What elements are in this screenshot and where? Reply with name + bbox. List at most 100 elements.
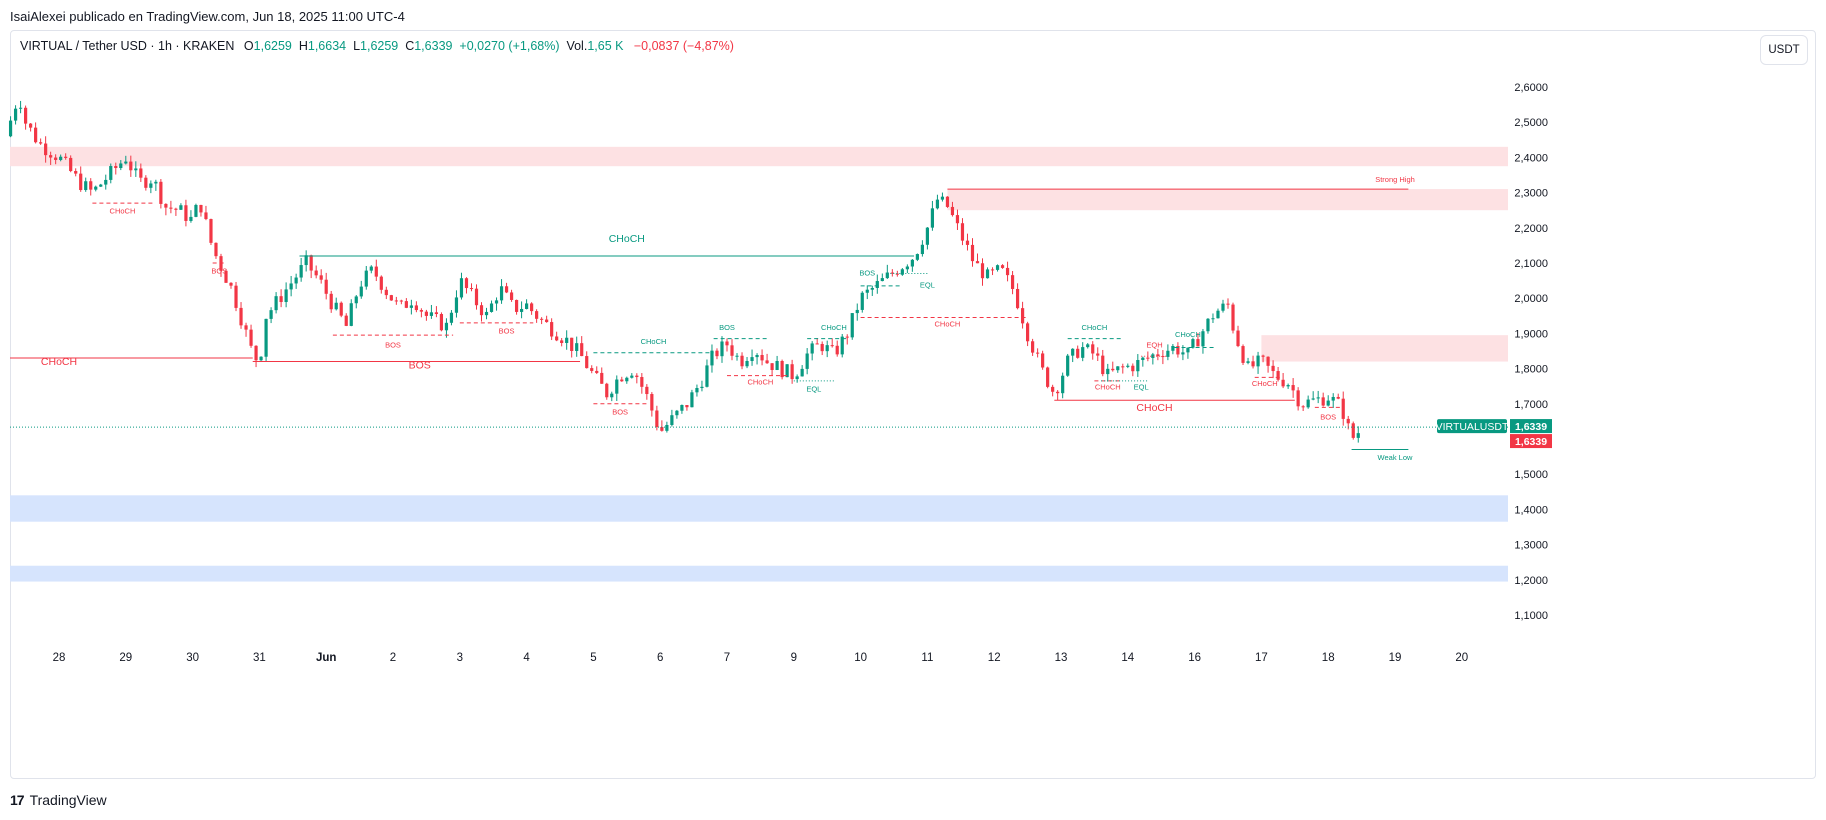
candle-body (605, 383, 609, 398)
candle (1296, 387, 1300, 411)
x-tick-label: 2 (390, 652, 396, 664)
candle (740, 352, 744, 370)
candle (69, 155, 73, 173)
candle-body (199, 204, 203, 213)
x-tick-label: 18 (1322, 652, 1335, 664)
candle (274, 292, 278, 314)
candle (104, 174, 108, 190)
candle-body (670, 415, 674, 425)
candle-body (169, 207, 173, 209)
candle-body (565, 337, 569, 344)
candle (655, 405, 659, 431)
symbol-tag-bg (1437, 419, 1507, 434)
candle-body (695, 388, 699, 393)
candle-body (1081, 347, 1085, 358)
candle (484, 307, 489, 320)
y-tick-label: 2,6000 (1514, 82, 1548, 94)
candle (79, 166, 83, 192)
candle (109, 163, 113, 184)
candle (504, 282, 509, 294)
structure-label-choch: CHoCH (1081, 323, 1107, 332)
structure-label-choch: CHoCH (609, 233, 645, 245)
candle-body (509, 292, 514, 300)
candle-body (489, 303, 494, 312)
candle-body (970, 244, 975, 262)
x-tick-label: 14 (1121, 652, 1134, 664)
candle-body (740, 355, 744, 367)
candle-body (59, 156, 63, 160)
y-tick-label: 1,5000 (1514, 469, 1548, 481)
candle-body (384, 289, 388, 296)
candle-body (234, 285, 238, 308)
candle-body (655, 410, 659, 428)
x-tick-label: 16 (1188, 652, 1201, 664)
open-value: 1,6259 (253, 39, 292, 53)
candle-body (900, 269, 904, 275)
x-tick-label: 9 (791, 652, 797, 664)
candle (129, 155, 133, 177)
candle-body (104, 179, 108, 185)
demand-zone-4 (10, 565, 1508, 582)
candle-body (274, 296, 278, 311)
candle (760, 349, 764, 366)
candle (134, 161, 138, 177)
candle (1041, 350, 1045, 370)
candle (565, 330, 569, 350)
candle-body (519, 308, 524, 312)
volume-change-value: −0,0837 (−4,87%) (633, 39, 734, 53)
candle-body (324, 279, 328, 294)
candle-body (850, 313, 854, 338)
candle (980, 258, 985, 286)
candle-body (414, 305, 418, 311)
supply-zone-1 (947, 189, 1508, 211)
candle (880, 273, 884, 282)
candle (464, 277, 469, 294)
candle (1156, 348, 1160, 361)
candle (439, 312, 444, 332)
candle (474, 284, 479, 310)
candle-body (870, 287, 874, 290)
candle (670, 409, 674, 427)
candle (1216, 308, 1220, 319)
x-tick-label: 4 (523, 652, 530, 664)
x-tick-label: 30 (186, 652, 199, 664)
structure-label-choch: CHoCH (1252, 379, 1278, 388)
candle (675, 409, 679, 419)
candle-body (540, 318, 544, 320)
x-tick-label: 29 (119, 652, 132, 664)
candle-body (830, 345, 834, 347)
candle (1061, 372, 1065, 399)
candle (1086, 343, 1090, 349)
symbol-title[interactable]: VIRTUAL / Tether USD · 1h · KRAKEN (20, 39, 235, 53)
supply-zone-2 (1261, 335, 1508, 362)
candle-body (429, 312, 434, 316)
candle-body (1141, 357, 1145, 361)
candle (770, 363, 774, 376)
candle-body (1246, 361, 1250, 363)
structure-label-weak-low: Weak Low (1378, 453, 1413, 462)
y-tick-label: 2,4000 (1514, 152, 1548, 164)
candle (775, 355, 779, 371)
candle (840, 333, 844, 358)
candle (34, 122, 38, 144)
candle (319, 269, 323, 284)
candle (745, 356, 749, 369)
candle-body (555, 336, 559, 341)
candle (705, 359, 709, 388)
y-tick-label: 2,0000 (1514, 293, 1548, 305)
candle (1166, 344, 1170, 361)
candle (530, 302, 534, 315)
candle (1271, 360, 1275, 379)
candle (935, 194, 940, 210)
candle (394, 296, 398, 305)
currency-unit-button[interactable]: USDT (1760, 35, 1808, 65)
structure-label-eql: EQL (1134, 383, 1149, 392)
candle-body (930, 208, 935, 228)
price-tags-layer: VIRTUALUSDT 1,6339 1,6339 (1436, 419, 1552, 449)
price-tag-down-value: 1,6339 (1515, 436, 1547, 448)
candle-body (319, 275, 323, 280)
candle-body (1061, 375, 1065, 394)
candle-body (1281, 379, 1285, 387)
candle-body (630, 375, 634, 378)
